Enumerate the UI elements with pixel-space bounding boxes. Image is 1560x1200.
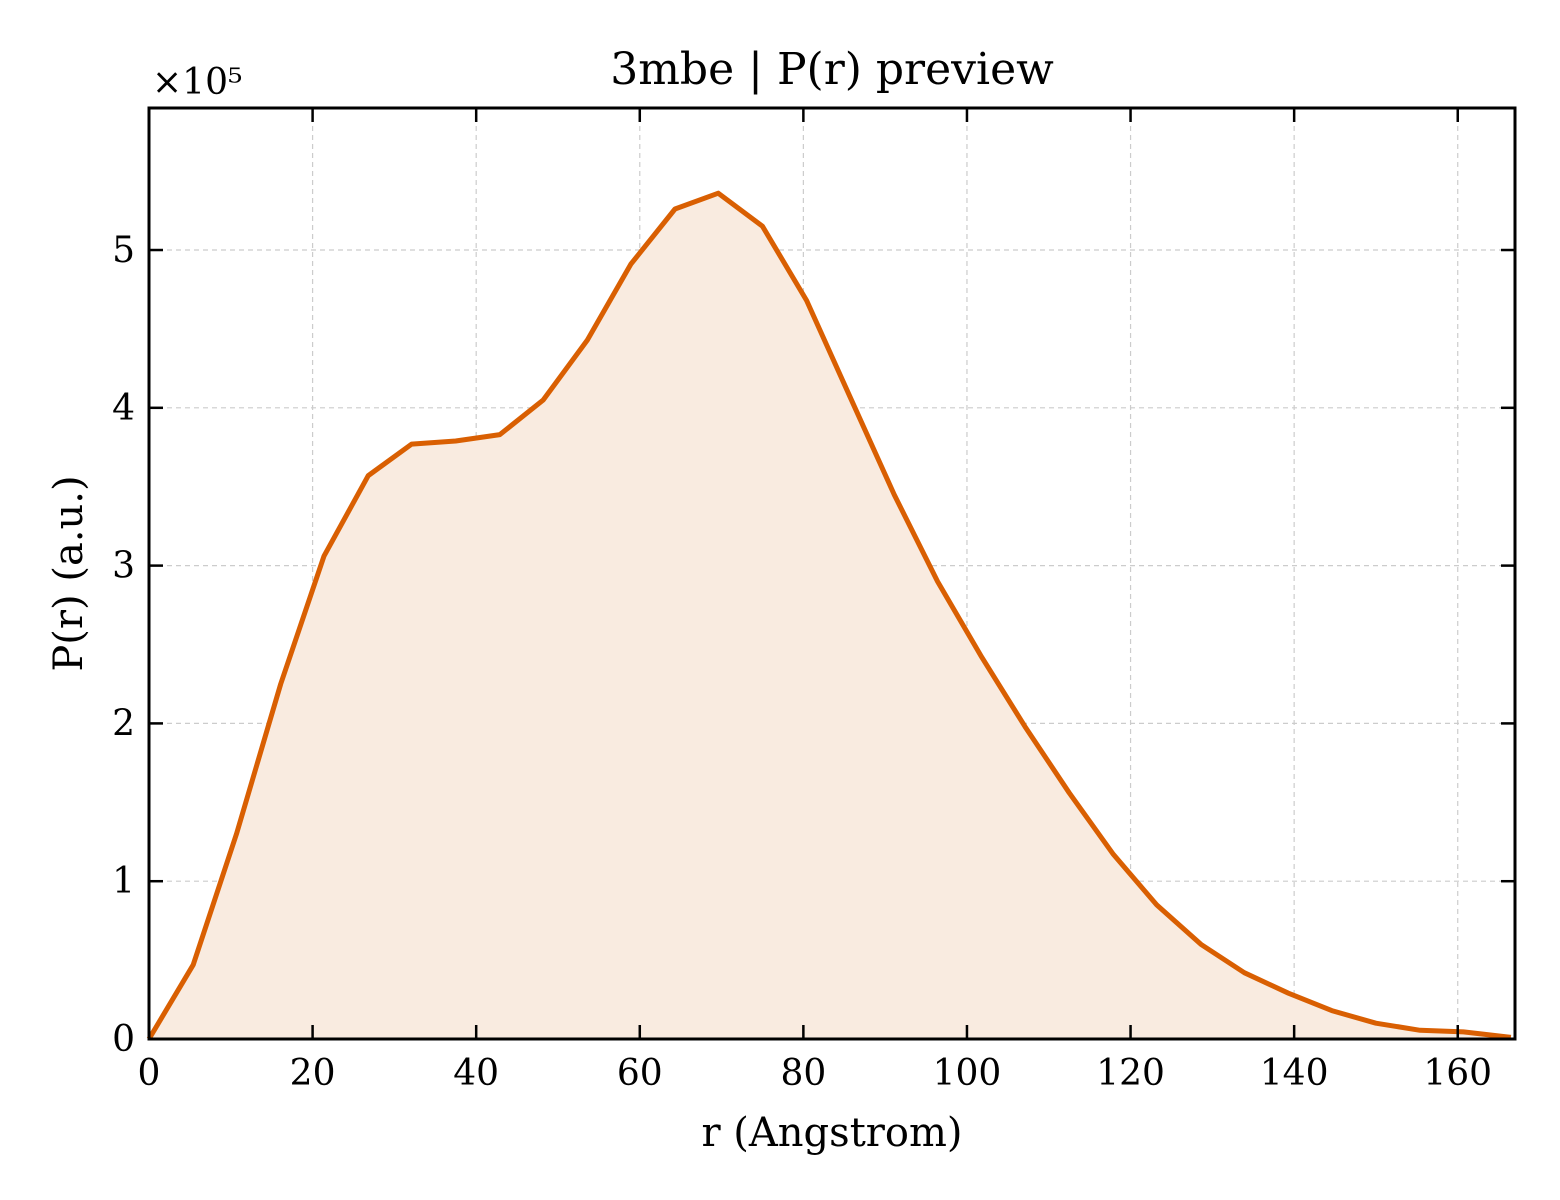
chart-title: 3mbe | P(r) preview — [610, 44, 1054, 95]
x-tick-label: 0 — [138, 1053, 161, 1094]
x-tick-label: 80 — [780, 1053, 826, 1094]
y-axis-multiplier: ×10⁵ — [152, 62, 242, 103]
y-tick-label: 2 — [112, 703, 135, 744]
x-tick-label: 40 — [453, 1053, 499, 1094]
x-tick-label: 20 — [290, 1053, 336, 1094]
series-line — [146, 190, 1512, 1041]
y-tick-label: 1 — [112, 861, 135, 902]
y-tick-label: 5 — [112, 230, 135, 271]
x-tick-label: 140 — [1260, 1053, 1329, 1094]
x-axis-label: r (Angstrom) — [701, 1110, 962, 1156]
x-tick-label: 160 — [1423, 1053, 1492, 1094]
x-tick-label: 60 — [617, 1053, 663, 1094]
x-tick-label: 120 — [1096, 1053, 1165, 1094]
tick-labels: 0 20 40 60 80 100 120 140 160 0 1 2 3 4 5 — [112, 230, 1492, 1094]
y-tick-label: 3 — [112, 546, 135, 587]
x-tick-label: 100 — [933, 1053, 1002, 1094]
y-tick-label: 4 — [112, 388, 135, 429]
area-fill — [149, 193, 1511, 1039]
y-tick-label: 0 — [112, 1019, 135, 1060]
y-axis-label: P(r) (a.u.) — [46, 475, 92, 671]
plot-frame — [147, 106, 1517, 1041]
